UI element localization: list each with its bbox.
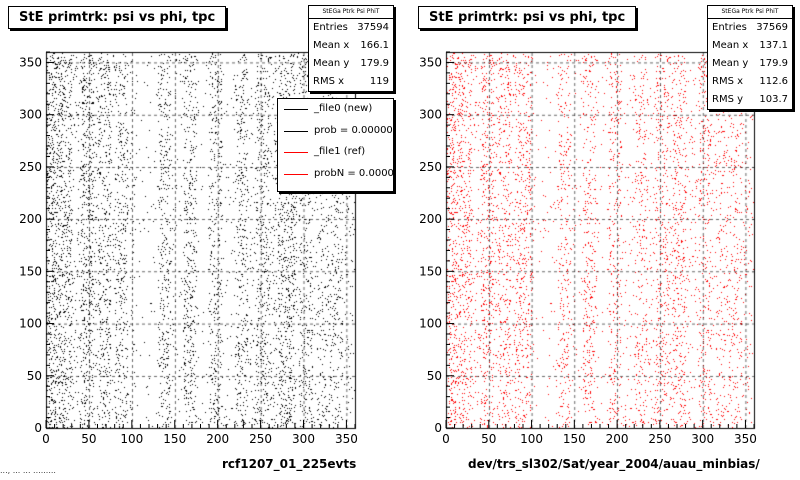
left-stats-header: StEGa Ptrk Psi PhiT bbox=[309, 6, 393, 19]
x-tick-label: 100 bbox=[120, 432, 143, 446]
legend-entry: prob = 0.000000 bbox=[278, 121, 393, 143]
x-tick-label: 150 bbox=[563, 432, 586, 446]
x-tick-label: 50 bbox=[81, 432, 96, 446]
x-tick-label: 350 bbox=[335, 432, 358, 446]
y-tick-label: 0 bbox=[434, 421, 442, 435]
x-tick-label: 350 bbox=[734, 432, 757, 446]
left-chart-title: StE primtrk: psi vs phi, tpc bbox=[8, 6, 227, 29]
x-tick-label: 100 bbox=[520, 432, 543, 446]
y-tick-label: 50 bbox=[427, 369, 442, 383]
y-tick-label: 300 bbox=[19, 108, 42, 122]
footer-timestamp: ..., ... ... ......... bbox=[0, 466, 56, 475]
y-tick-label: 200 bbox=[19, 212, 42, 226]
right-stats-row: Mean y 179.9 bbox=[712, 58, 788, 69]
x-tick-label: 50 bbox=[481, 432, 496, 446]
y-tick-label: 150 bbox=[419, 264, 442, 278]
y-tick-label: 300 bbox=[419, 108, 442, 122]
x-tick-label: 150 bbox=[163, 432, 186, 446]
y-tick-label: 150 bbox=[19, 264, 42, 278]
x-tick-label: 200 bbox=[206, 432, 229, 446]
x-tick-label: 300 bbox=[691, 432, 714, 446]
y-tick-label: 100 bbox=[19, 317, 42, 331]
right-stats-row: RMS x 112.6 bbox=[712, 76, 788, 87]
x-tick-label: 200 bbox=[606, 432, 629, 446]
x-tick-label: 300 bbox=[292, 432, 315, 446]
y-tick-label: 0 bbox=[34, 421, 42, 435]
y-tick-label: 250 bbox=[19, 160, 42, 174]
left-stats-row: Entries 37594 bbox=[313, 22, 389, 33]
x-tick-label: 0 bbox=[442, 432, 450, 446]
right-stats-row: RMS y 103.7 bbox=[712, 94, 788, 105]
left-x-label: rcf1207_01_225evts bbox=[222, 457, 357, 471]
y-tick-label: 100 bbox=[419, 317, 442, 331]
y-tick-label: 50 bbox=[27, 369, 42, 383]
left-stats-row: Mean y 179.9 bbox=[313, 58, 389, 69]
y-tick-label: 350 bbox=[419, 55, 442, 69]
y-tick-label: 250 bbox=[419, 160, 442, 174]
left-stats-row: RMS x 119 bbox=[313, 76, 389, 87]
left-stats-row: Mean x 166.1 bbox=[313, 40, 389, 51]
legend-entry: _file1 (ref) bbox=[278, 142, 393, 164]
y-tick-label: 200 bbox=[419, 212, 442, 226]
legend-entry: probN = 0.000000 bbox=[278, 164, 393, 186]
right-x-label: dev/trs_sl302/Sat/year_2004/auau_minbias… bbox=[468, 457, 760, 471]
right-stats-header: StEGa Ptrk Psi PhiT bbox=[708, 6, 792, 19]
legend-entry: _file0 (new) bbox=[278, 99, 393, 121]
x-tick-label: 250 bbox=[249, 432, 272, 446]
y-tick-label: 350 bbox=[19, 55, 42, 69]
right-stats-row: Entries 37569 bbox=[712, 22, 788, 33]
x-tick-label: 0 bbox=[42, 432, 50, 446]
right-chart-title: StE primtrk: psi vs phi, tpc bbox=[418, 6, 637, 29]
right-stats-row: Mean x 137.1 bbox=[712, 40, 788, 51]
left-legend: _file0 (new) prob = 0.000000 _file1 (ref… bbox=[277, 98, 394, 192]
x-tick-label: 250 bbox=[648, 432, 671, 446]
